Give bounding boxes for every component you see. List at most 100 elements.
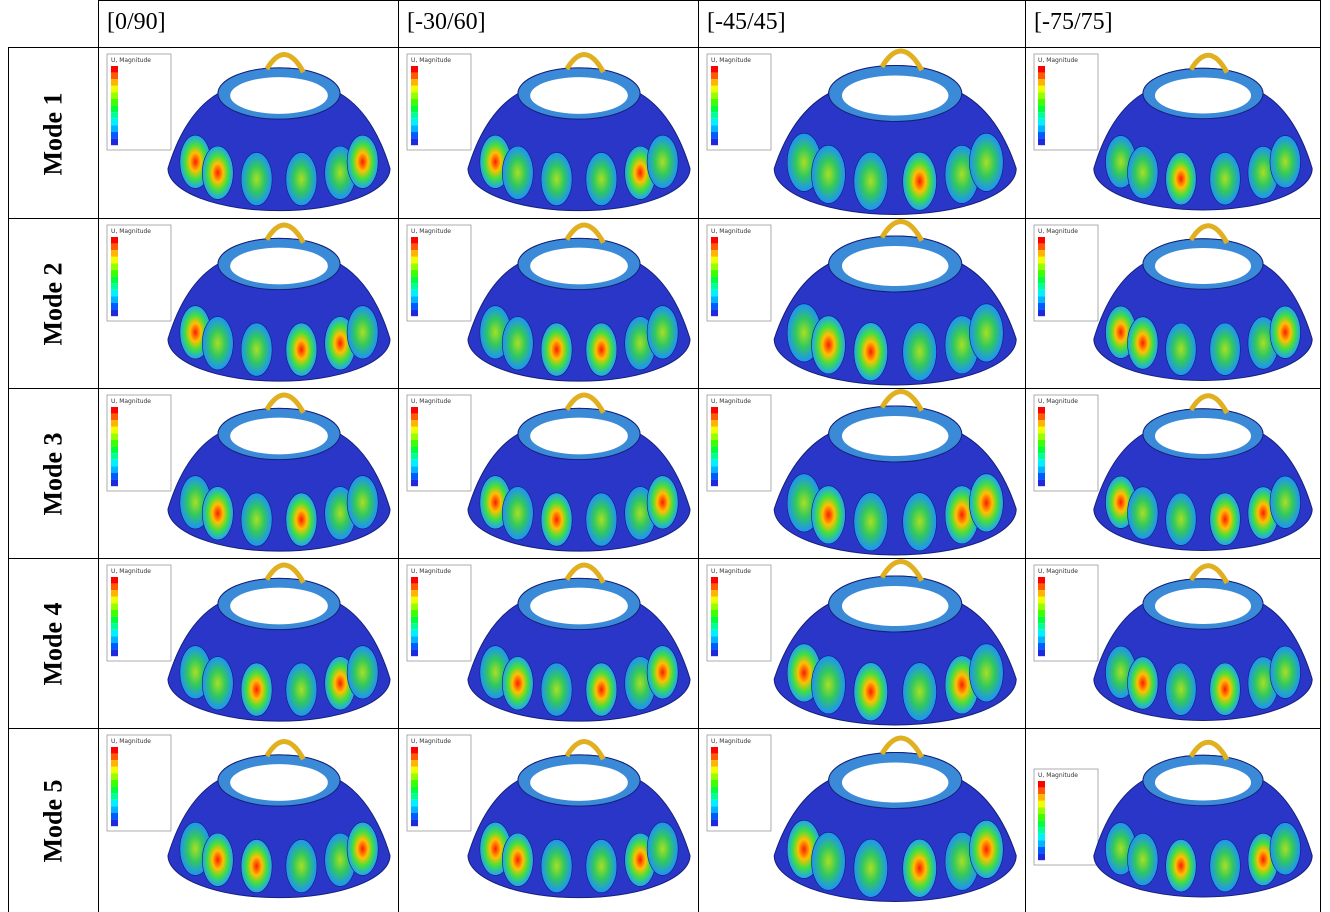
legend-swatch: [1038, 420, 1045, 427]
legend-swatch: [411, 747, 418, 754]
legend-swatch: [111, 623, 118, 630]
legend-swatch: [711, 590, 718, 597]
legend-swatch: [111, 139, 118, 146]
legend-swatch: [111, 793, 118, 800]
legend-swatch: [711, 584, 718, 591]
figure-cell: U, Magnitude: [1025, 218, 1321, 389]
legend-swatch: [411, 73, 418, 80]
legend-swatch: [111, 813, 118, 820]
lobe: [502, 657, 533, 710]
lobe: [241, 839, 272, 892]
lobe: [286, 663, 317, 716]
lobe: [812, 486, 846, 544]
legend-title: U, Magnitude: [1038, 57, 1078, 64]
legend-swatch: [1038, 303, 1045, 310]
legend-swatch: [711, 414, 718, 421]
lobe: [241, 663, 272, 716]
hole: [1155, 588, 1251, 624]
legend-swatch: [111, 270, 118, 277]
lobe: [969, 304, 1003, 362]
legend-title: U, Magnitude: [1038, 772, 1078, 779]
legend-swatch: [111, 650, 118, 657]
legend-swatch: [111, 112, 118, 119]
legend-swatch: [1038, 801, 1045, 808]
legend-swatch: [1038, 834, 1045, 841]
lobe: [1128, 657, 1159, 709]
legend-swatch: [711, 250, 718, 257]
legend-title: U, Magnitude: [411, 568, 451, 575]
legend-swatch: [1038, 597, 1045, 604]
lobe: [241, 152, 272, 205]
lobe: [647, 646, 678, 699]
lobe: [1270, 136, 1301, 188]
column-header: [-75/75]: [1025, 0, 1321, 48]
legend-swatch: [711, 806, 718, 813]
legend-swatch: [711, 310, 718, 317]
lobe: [812, 832, 846, 890]
legend-swatch: [1038, 821, 1045, 828]
legend-swatch: [411, 119, 418, 126]
lobe: [903, 839, 937, 897]
legend-swatch: [1038, 847, 1045, 854]
legend-swatch: [711, 610, 718, 617]
fringe-plot: U, Magnitude: [699, 219, 1026, 389]
lobe: [586, 152, 617, 205]
legend-swatch: [411, 466, 418, 473]
hole: [842, 76, 948, 116]
legend-swatch: [411, 263, 418, 270]
fringe-plot: U, Magnitude: [99, 389, 399, 559]
figure-cell: U, Magnitude: [1025, 728, 1321, 912]
row-label-text: Mode 3: [39, 432, 69, 515]
figure-cell: U, Magnitude: [98, 218, 399, 389]
legend-swatch: [111, 407, 118, 414]
fringe-plot: U, Magnitude: [99, 48, 399, 219]
row-label-text: Mode 1: [39, 92, 69, 175]
fringe-plot: U, Magnitude: [699, 559, 1026, 729]
lobe: [541, 323, 572, 376]
lobe: [969, 474, 1003, 532]
legend-swatch: [711, 112, 718, 119]
legend-swatch: [1038, 643, 1045, 650]
legend-swatch: [411, 433, 418, 440]
legend-swatch: [411, 800, 418, 807]
legend-title: U, Magnitude: [711, 568, 751, 575]
legend-swatch: [1038, 636, 1045, 643]
legend-swatch: [111, 767, 118, 774]
legend-swatch: [711, 66, 718, 73]
legend-swatch: [711, 99, 718, 106]
legend-swatch: [1038, 310, 1045, 317]
hole: [1155, 77, 1251, 113]
fringe-plot: U, Magnitude: [399, 389, 699, 559]
row-label: Mode 4: [8, 558, 99, 729]
lobe: [854, 152, 888, 210]
legend-swatch: [111, 296, 118, 303]
legend-swatch: [711, 433, 718, 440]
legend-swatch: [1038, 854, 1045, 861]
legend-swatch: [111, 597, 118, 604]
legend-swatch: [711, 257, 718, 264]
lobe: [647, 135, 678, 188]
legend-swatch: [1038, 840, 1045, 847]
legend-swatch: [111, 806, 118, 813]
lobe: [1270, 476, 1301, 528]
legend-swatch: [411, 453, 418, 460]
legend-swatch: [411, 296, 418, 303]
legend-swatch: [711, 643, 718, 650]
lobe: [1128, 833, 1159, 885]
legend-swatch: [411, 473, 418, 480]
legend-swatch: [411, 92, 418, 99]
legend-swatch: [111, 617, 118, 624]
legend-swatch: [1038, 453, 1045, 460]
figure-cell: U, Magnitude: [398, 218, 699, 389]
legend-swatch: [411, 237, 418, 244]
legend-swatch: [411, 440, 418, 447]
hole: [230, 588, 328, 625]
legend-swatch: [111, 86, 118, 93]
legend-swatch: [1038, 807, 1045, 814]
hole: [842, 763, 948, 803]
legend-swatch: [1038, 283, 1045, 290]
legend-swatch: [111, 480, 118, 487]
legend-swatch: [1038, 603, 1045, 610]
legend-swatch: [711, 125, 718, 132]
legend-swatch: [1038, 460, 1045, 467]
